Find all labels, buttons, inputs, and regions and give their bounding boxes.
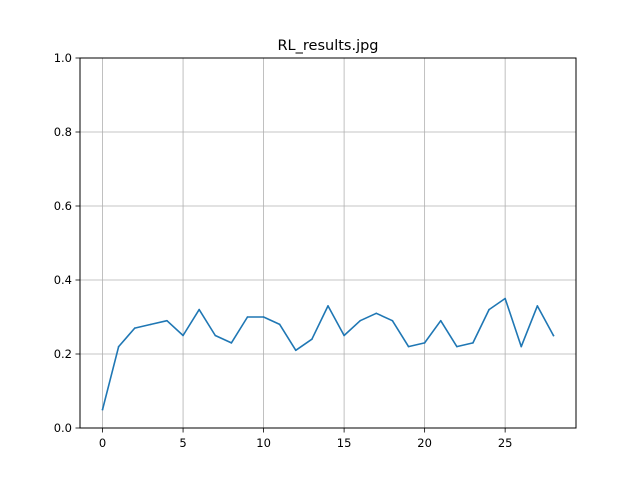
plot-frame	[79, 57, 577, 429]
data-point	[294, 349, 297, 352]
x-axis-ticks: 0 5 10 15 20 25	[99, 428, 513, 450]
series-layer	[101, 297, 555, 411]
x-tick-label: 20	[417, 436, 432, 450]
data-point	[456, 345, 458, 348]
data-point	[472, 342, 474, 344]
data-point	[552, 334, 555, 337]
data-point	[166, 319, 168, 322]
data-point	[117, 345, 120, 348]
y-tick-label: 0.6	[54, 199, 72, 213]
data-point	[359, 319, 362, 322]
data-point	[150, 323, 152, 326]
grid-lines	[80, 57, 576, 429]
x-tick-label: 5	[179, 436, 186, 450]
data-point	[262, 316, 265, 318]
data-point	[536, 305, 539, 307]
data-point	[327, 305, 329, 307]
x-tick-label: 25	[498, 436, 513, 450]
y-tick-label: 0.4	[54, 273, 72, 287]
y-tick-label: 0.0	[54, 421, 72, 435]
x-tick-label: 0	[99, 436, 106, 450]
data-point	[407, 345, 410, 348]
data-point	[230, 342, 233, 344]
data-point	[343, 334, 345, 337]
data-point	[198, 308, 200, 311]
data-point	[504, 297, 506, 300]
data-point	[520, 345, 523, 348]
y-tick-label: 0.8	[54, 125, 72, 139]
data-point	[182, 334, 184, 337]
y-tick-label: 1.0	[54, 51, 72, 65]
data-point	[423, 342, 426, 344]
x-tick-label: 15	[337, 436, 352, 450]
data-point	[278, 323, 281, 326]
data-point	[439, 319, 442, 322]
x-tick-label: 10	[256, 436, 271, 450]
data-point	[101, 408, 104, 411]
data-point	[375, 312, 378, 315]
data-point	[391, 319, 394, 322]
data-point	[133, 327, 136, 329]
data-point	[214, 334, 217, 337]
data-point	[246, 316, 249, 318]
y-axis-ticks: 0.0 0.2 0.4 0.6 0.8 1.0	[54, 51, 80, 435]
y-tick-label: 0.2	[54, 347, 72, 361]
chart-title: RL_results.jpg	[277, 38, 378, 54]
data-point	[311, 338, 313, 341]
data-point	[488, 308, 490, 311]
